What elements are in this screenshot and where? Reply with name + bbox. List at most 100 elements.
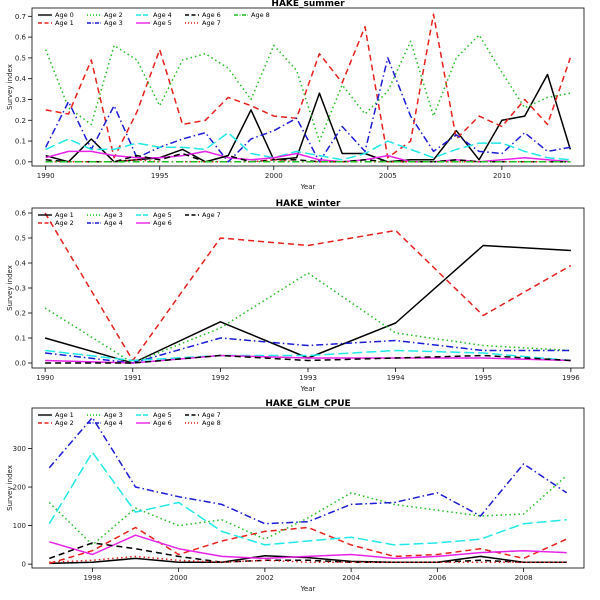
y-tick-label: 0 [22,561,26,569]
y-axis-label: Survey index [6,265,14,311]
legend-label: Age 2 [55,219,74,227]
y-tick-label: 0.6 [15,34,27,42]
legend-item: Age 6 [185,11,221,19]
legend-item: Age 5 [136,211,172,219]
legend-label: Age 5 [153,211,172,219]
legend-label: Age 8 [251,11,270,19]
x-tick-label: 1993 [299,374,317,382]
legend-label: Age 5 [153,19,172,27]
x-axis-label: Year [300,585,316,593]
legend-item: Age 1 [38,411,74,419]
legend-label: Age 1 [55,411,74,419]
series-line-age-0 [45,73,572,163]
x-tick-label: 2002 [256,574,274,582]
legend-label: Age 5 [153,411,172,419]
legend-item: Age 8 [234,11,270,19]
y-axis-label: Survey index [6,64,14,110]
legend-label: Age 4 [104,419,123,427]
series-line-age-1 [45,13,572,159]
legend-item: Age 7 [185,211,221,219]
x-axis-label: Year [300,385,316,393]
legend-label: Age 0 [55,11,74,19]
legend-item: Age 3 [87,211,123,219]
legend-item: Age 2 [87,11,123,19]
legend-label: Age 3 [104,19,123,27]
legend-label: Age 6 [153,219,172,227]
legend-label: Age 1 [55,211,74,219]
y-tick-label: 0.2 [15,117,26,125]
series-line-age-5 [48,451,567,546]
x-tick-label: 1996 [562,374,580,382]
legend-item: Age 6 [136,419,172,427]
legend-item: Age 4 [136,11,172,19]
y-tick-label: 300 [13,445,26,453]
chart-title: HAKE_summer [271,0,345,9]
chart-title: HAKE_GLM_CPUE [265,399,350,409]
legend-label: Age 4 [104,219,123,227]
x-tick-label: 1990 [37,172,55,180]
x-tick-label: 2000 [265,172,283,180]
series-line-age-1 [49,554,567,565]
legend-item: Age 5 [136,19,172,27]
y-tick-label: 0.0 [15,158,26,166]
legend-label: Age 7 [202,411,221,419]
y-tick-label: 0.0 [15,360,26,368]
plot-frame [31,207,585,369]
y-tick-label: 0.5 [15,54,26,62]
legend-item: Age 5 [136,411,172,419]
chart-panel-2: HAKE_winter 1990 1991 1992 1993 1994 1995 1996 0… [6,199,585,393]
series-line-age-3 [45,57,571,163]
legend-item: Age 1 [38,19,74,27]
y-tick-label: 0.4 [15,260,27,268]
x-tick-label: 1994 [387,374,405,382]
legend-item: Age 7 [185,19,221,27]
x-tick-label: 2008 [515,574,533,582]
series-line-age-7 [45,354,571,364]
series-line-age-3 [48,474,568,546]
series-line-age-6 [45,354,571,364]
legend-item: Age 2 [38,219,74,227]
legend-item: Age 4 [87,219,123,227]
plot-frame [31,407,585,569]
x-tick-label: 1990 [36,374,54,382]
x-tick-label: 1998 [83,574,101,582]
legend-label: Age 2 [104,11,123,19]
x-tick-label: 1995 [151,172,169,180]
y-tick-label: 200 [13,484,26,492]
legend-item: Age 8 [185,419,221,427]
y-axis-label: Survey index [6,465,14,511]
y-tick-label: 0.1 [15,335,26,343]
chart-title: HAKE_winter [276,199,341,209]
x-tick-label: 2004 [342,574,360,582]
legend-item: Age 1 [38,211,74,219]
chart-panel-1: HAKE_summer 1990 1995 2000 2005 2010 0.0 0.1 0.2… [6,0,585,191]
y-tick-label: 100 [13,522,26,530]
legend-label: Age 6 [153,419,172,427]
series-line-age-4 [45,131,571,161]
series-line-age-5 [45,349,571,362]
series-line-age-2 [44,212,572,362]
series-line-age-3 [44,272,571,364]
legend-label: Age 3 [104,211,123,219]
x-tick-label: 1992 [211,374,229,382]
legend-label: Age 7 [202,211,221,219]
legend-label: Age 8 [202,419,221,427]
x-tick-label: 2005 [379,172,397,180]
series-line-age-8 [49,555,567,563]
legend-label: Age 3 [104,411,123,419]
legend-item: Age 7 [185,411,221,419]
series-line-age-6 [49,534,567,560]
y-tick-label: 0.3 [15,285,26,293]
legend-label: Age 1 [55,19,74,27]
y-tick-label: 0.2 [15,310,26,318]
legend-item: Age 2 [38,419,74,427]
legend-item: Age 4 [87,419,123,427]
x-tick-label: 2006 [428,574,446,582]
x-tick-label: 2000 [170,574,188,582]
series-line-age-2 [49,526,568,565]
y-tick-label: 0.7 [15,13,26,21]
x-axis-label: Year [300,183,316,191]
chart-panel-3: HAKE_GLM_CPUE 1998 2000 2002 2004 2006 2008 0 10… [6,399,585,593]
y-tick-label: 0.5 [15,235,26,243]
